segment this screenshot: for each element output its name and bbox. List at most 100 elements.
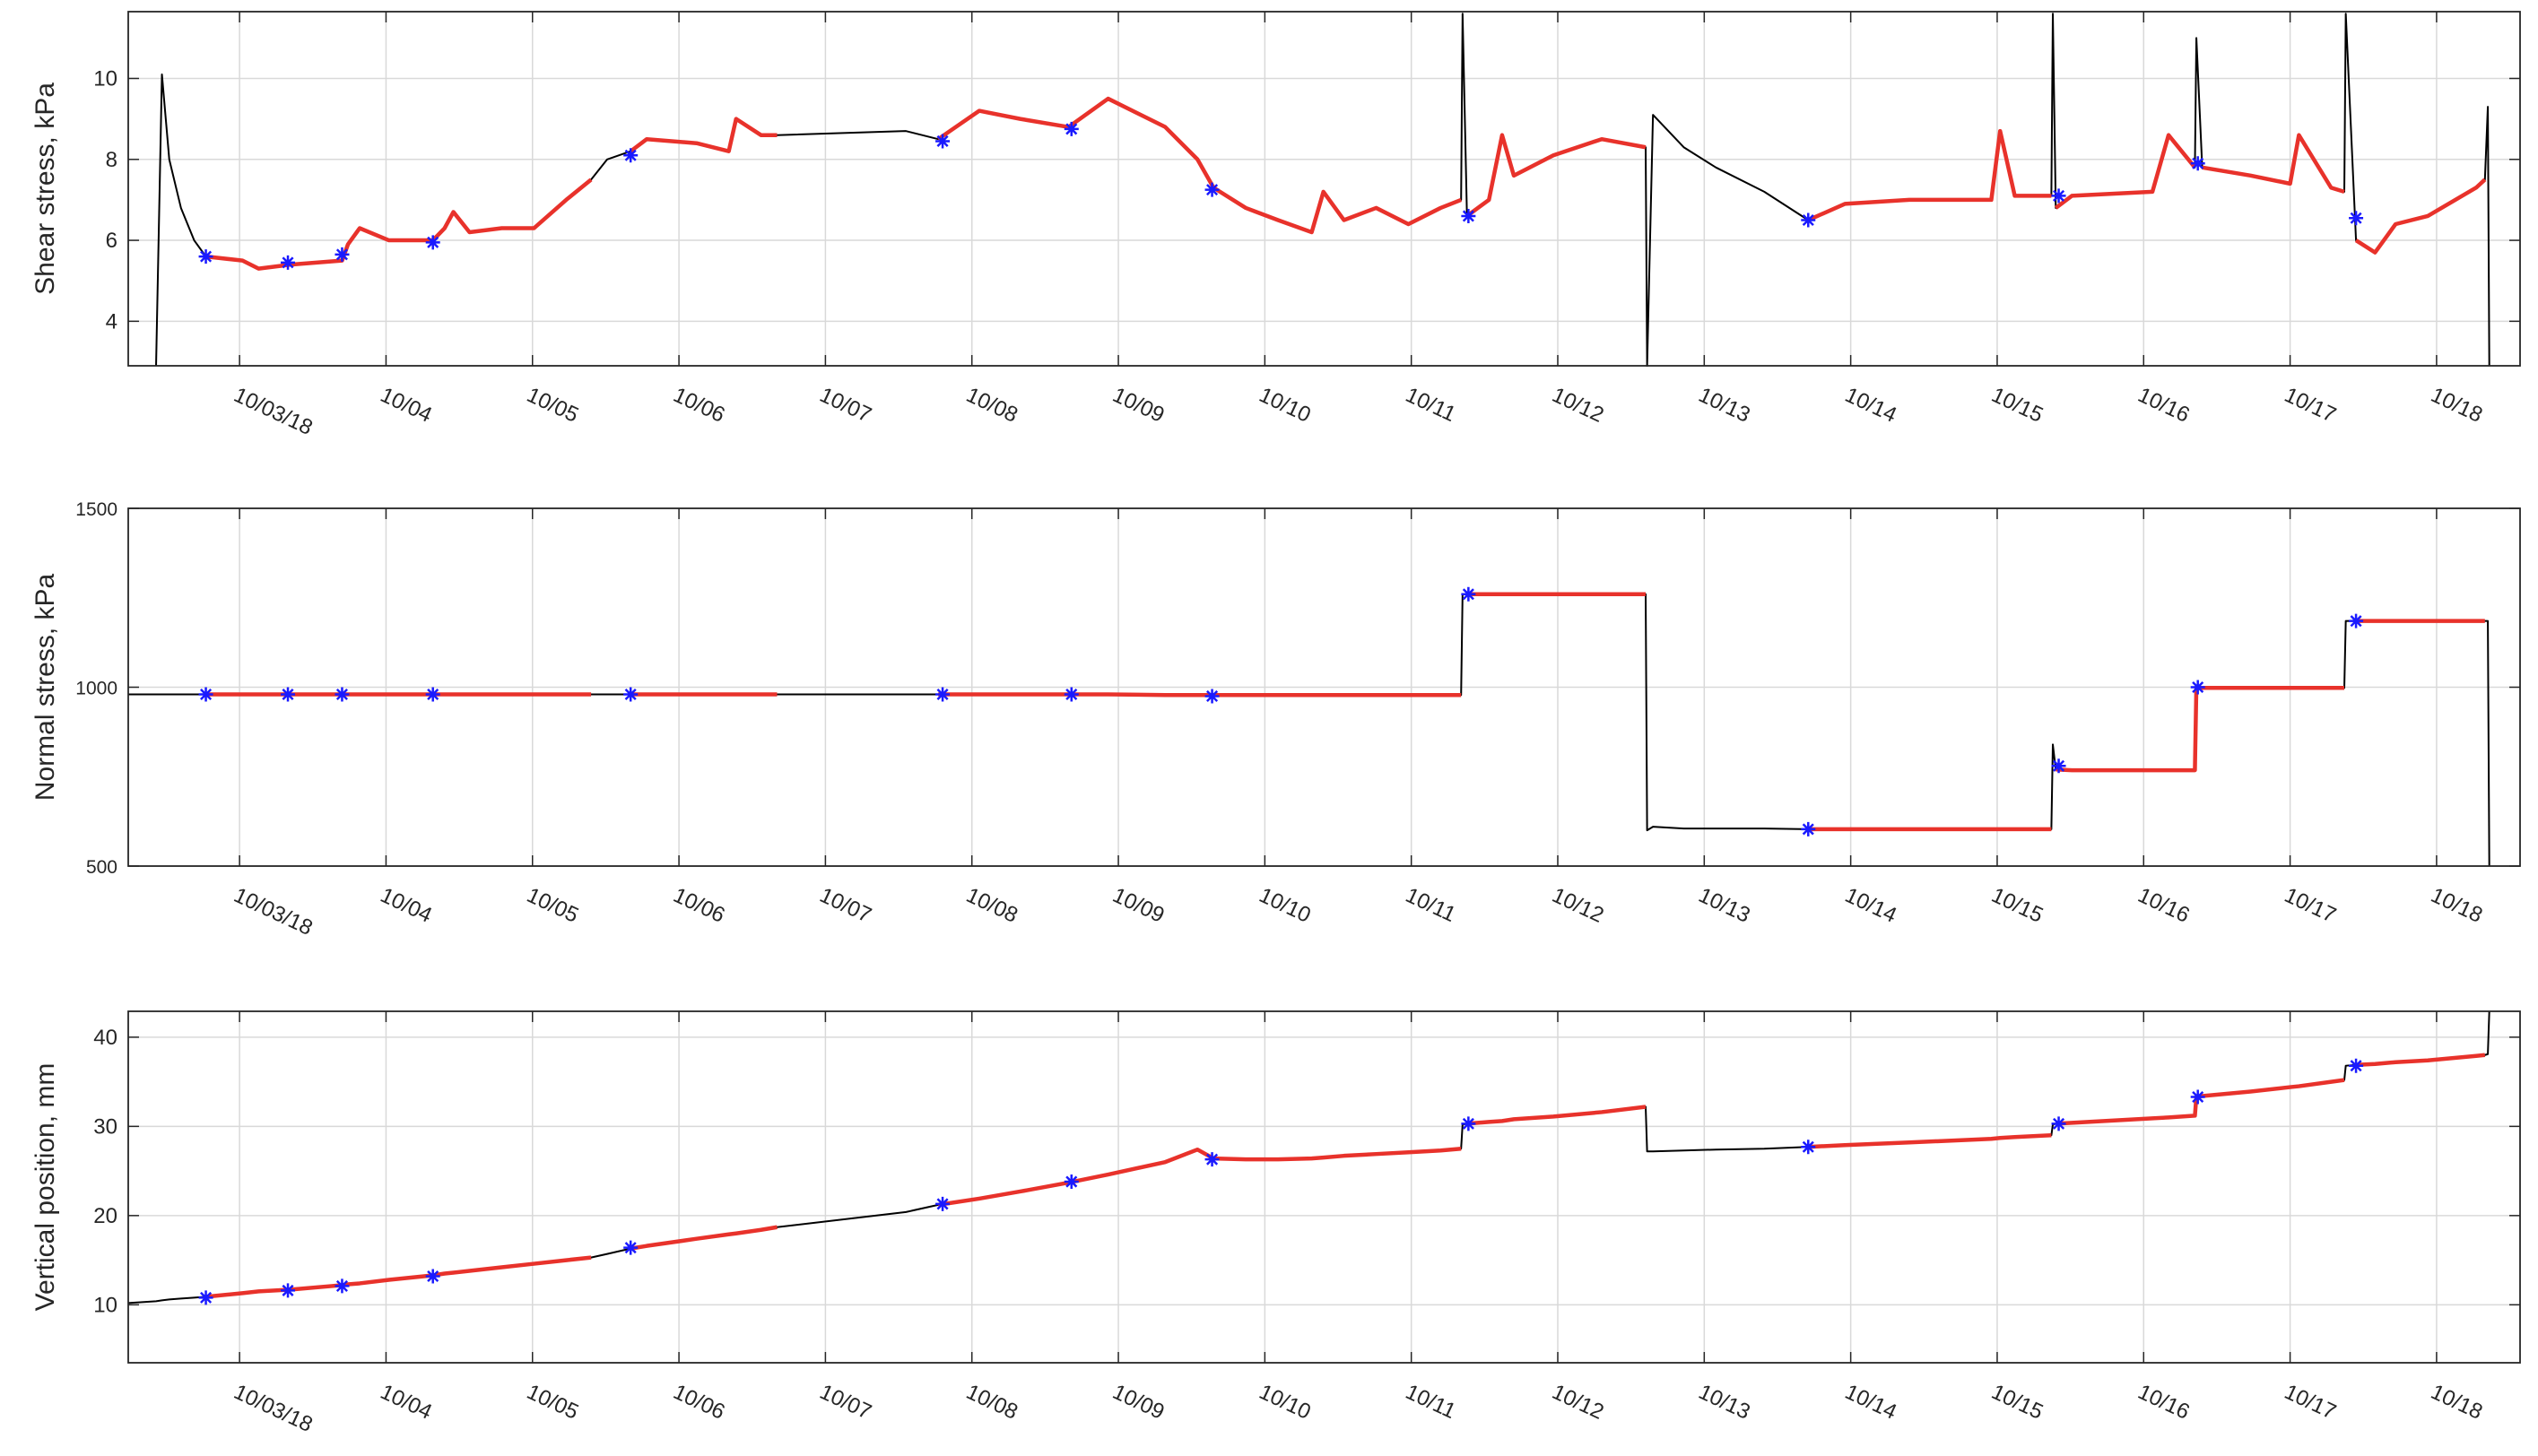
x-tick-label: 10/07 (816, 1380, 875, 1425)
data-line (205, 96, 2487, 271)
x-tick-label: 10/14 (1841, 883, 1900, 928)
x-tick-label: 10/04 (377, 383, 436, 428)
marker (2190, 156, 2205, 171)
y-tick-label: 500 (86, 857, 117, 878)
x-tick-label: 10/15 (1987, 1380, 2047, 1425)
marker (2349, 1058, 2364, 1073)
marker (1801, 212, 1816, 228)
x-tick-label: 10/17 (2281, 883, 2340, 928)
marker (425, 687, 440, 702)
x-tick-label: 10/18 (2427, 883, 2486, 928)
x-tick-label: 10/17 (2281, 1380, 2340, 1425)
subplot: 4 6 8 10 10/03/18 10/04 10/05 10/06 10/07 10/08 10… (30, 11, 2521, 440)
x-tick-label: 10/08 (962, 883, 1021, 928)
x-tick-label: 10/03/18 (230, 883, 317, 940)
x-tick-label: 10/05 (523, 383, 582, 428)
plot-lines (155, 13, 2490, 367)
y-tick-label: 30 (93, 1114, 117, 1139)
plot-area (128, 1011, 2520, 1363)
x-tick-label: 10/03/18 (230, 383, 317, 440)
y-tick-label: 10 (93, 1293, 117, 1317)
x-tick-label: 10/13 (1695, 883, 1754, 928)
x-tick-label: 10/18 (2427, 383, 2486, 428)
x-tick-label: 10/12 (1548, 383, 1607, 428)
marker (2349, 211, 2364, 226)
y-tick-label: 10 (93, 66, 117, 91)
x-tick-label: 10/05 (523, 1380, 582, 1425)
x-tick-label: 10/15 (1987, 383, 2047, 428)
y-tick-label: 8 (106, 148, 117, 172)
y-axis-label: Shear stress, kPa (30, 82, 60, 295)
x-tick-label: 10/04 (377, 883, 436, 928)
marker (2190, 680, 2205, 695)
axes-box (127, 11, 2521, 367)
plot-lines (128, 1010, 2490, 1305)
plot-lines (128, 586, 2490, 867)
marker (1204, 182, 1220, 197)
y-tick-label: 20 (93, 1204, 117, 1228)
x-tick-label: 10/11 (1402, 1380, 1459, 1424)
marker (623, 148, 639, 163)
marker (1204, 689, 1220, 704)
x-tick-label: 10/10 (1256, 883, 1315, 928)
x-tick-label: 10/05 (523, 883, 582, 928)
data-line (205, 1053, 2486, 1299)
x-tick-label: 10/03/18 (230, 1380, 317, 1437)
marker (2190, 1089, 2205, 1105)
x-tick-label: 10/10 (1256, 1380, 1315, 1425)
x-tick-label: 10/16 (2134, 883, 2194, 928)
y-tick-label: 1500 (75, 499, 117, 520)
marker (425, 235, 440, 250)
marker (623, 687, 639, 702)
x-tick-label: 10/11 (1402, 883, 1459, 927)
marker (2051, 188, 2066, 204)
marker (2051, 1116, 2066, 1131)
marker (623, 1240, 639, 1255)
x-tick-label: 10/13 (1695, 1380, 1754, 1425)
x-tick-label: 10/07 (816, 383, 875, 428)
y-tick-label: 1000 (75, 679, 117, 699)
marker (1064, 687, 1079, 702)
x-tick-label: 10/15 (1987, 883, 2047, 928)
marker (281, 255, 296, 270)
y-tick-label: 6 (106, 229, 117, 253)
axes-box (127, 1010, 2521, 1364)
x-tick-label: 10/09 (1109, 1380, 1169, 1425)
subplot: 500 1000 1500 10/03/18 10/04 10/05 10/06 10/07 1… (30, 499, 2521, 940)
x-tick-label: 10/09 (1109, 883, 1169, 928)
x-tick-label: 10/07 (816, 883, 875, 928)
marker (1461, 208, 1476, 223)
marker (425, 1269, 440, 1284)
x-tick-label: 10/16 (2134, 383, 2194, 428)
y-tick-label: 4 (106, 309, 117, 334)
marker (281, 687, 296, 702)
data-line (205, 592, 2485, 832)
marker (1801, 1140, 1816, 1155)
marker (281, 1283, 296, 1298)
marker (1064, 121, 1079, 136)
x-tick-label: 10/14 (1841, 383, 1900, 428)
x-tick-label: 10/06 (670, 1380, 729, 1425)
subplot: 10 20 30 40 10/03/18 10/04 10/05 10/06 10/07 10/0… (30, 1010, 2521, 1437)
marker (198, 687, 213, 702)
marker (935, 1196, 951, 1211)
marker (935, 687, 951, 702)
x-tick-label: 10/04 (377, 1380, 436, 1425)
plot-area (128, 12, 2520, 366)
marker (1801, 821, 1816, 836)
x-tick-label: 10/10 (1256, 383, 1315, 428)
x-tick-label: 10/08 (962, 1380, 1021, 1425)
marker (198, 1290, 213, 1305)
x-tick-label: 10/06 (670, 883, 729, 928)
x-tick-label: 10/09 (1109, 383, 1169, 428)
marker (335, 1278, 350, 1294)
y-tick-label: 40 (93, 1026, 117, 1050)
marker (2051, 758, 2066, 774)
x-tick-label: 10/11 (1402, 383, 1459, 427)
y-axis-label: Normal stress, kPa (30, 573, 60, 801)
x-tick-label: 10/13 (1695, 383, 1754, 428)
x-tick-label: 10/18 (2427, 1380, 2486, 1425)
marker (1461, 586, 1476, 602)
